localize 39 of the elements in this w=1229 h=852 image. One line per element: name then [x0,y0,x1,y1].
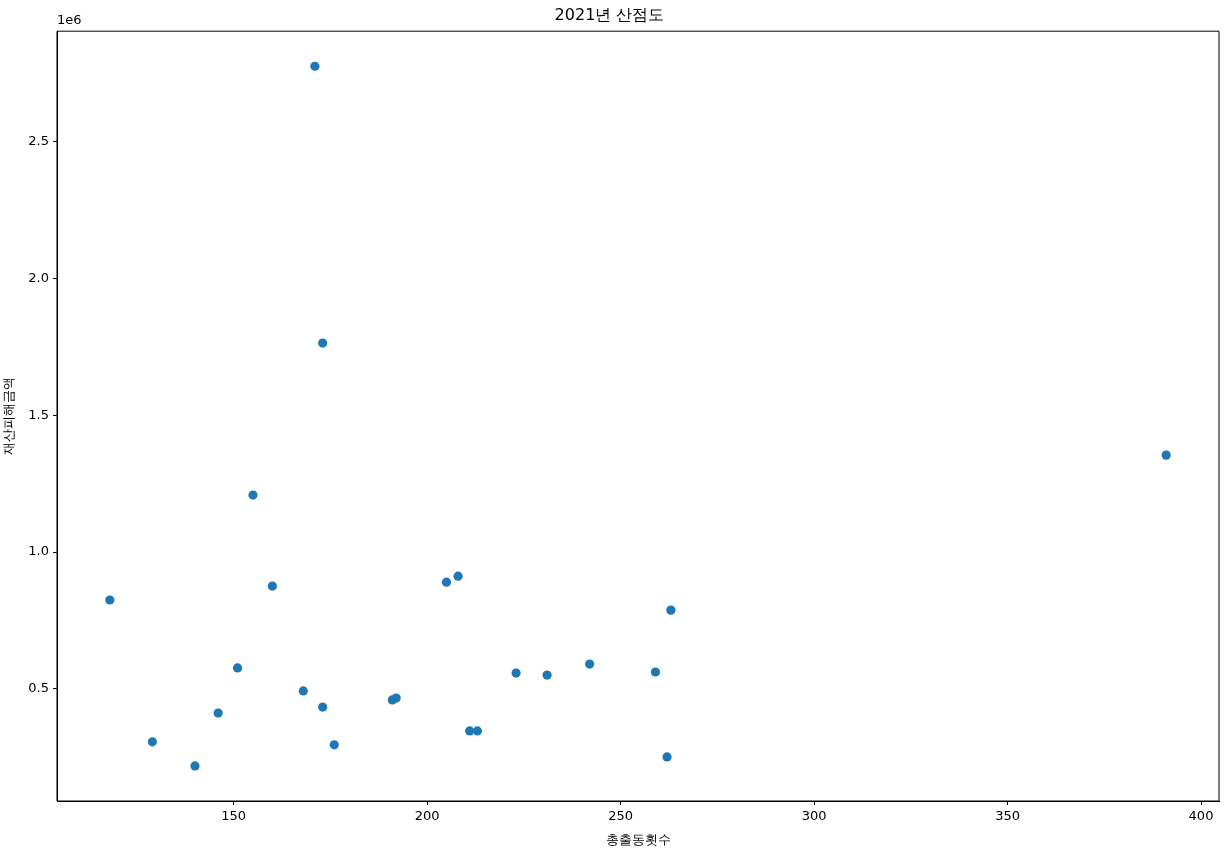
point [391,693,401,703]
point [472,726,483,736]
point [318,338,328,348]
point [650,667,661,677]
y-tick-label: 0.5 [28,680,49,696]
x-tick-label: 150 [221,808,247,824]
point [267,581,277,591]
point [147,737,157,747]
point [298,686,308,696]
y-tick-label: 1.5 [28,406,49,422]
point [213,708,223,718]
point [666,605,676,615]
point [441,577,452,587]
point [232,663,243,673]
y-tick-label: 2.5 [28,132,49,148]
y-axis-title: 재산피해금액 [1,377,17,456]
x-tick-label: 200 [414,808,440,824]
point [585,659,595,669]
point [329,740,339,750]
point [1161,450,1171,460]
point [511,668,521,678]
x-tick-label: 300 [801,808,827,824]
point [542,670,552,680]
point [465,726,475,736]
text: 1e6 [57,12,82,28]
x-tick-label: 250 [608,808,633,824]
point [248,490,258,500]
point [453,571,463,581]
y-tick-label: 1.0 [28,543,49,559]
x-tick-label: 400 [1188,808,1214,824]
point [310,61,320,71]
point [318,702,328,712]
point [190,761,200,771]
chart-title: 2021년 산점도 [554,4,665,24]
y-tick-label: 2.0 [28,269,49,285]
point [662,752,672,762]
point [105,595,115,605]
x-axis-title: 총출동횟수 [605,831,671,847]
x-tick-label: 350 [995,808,1020,824]
